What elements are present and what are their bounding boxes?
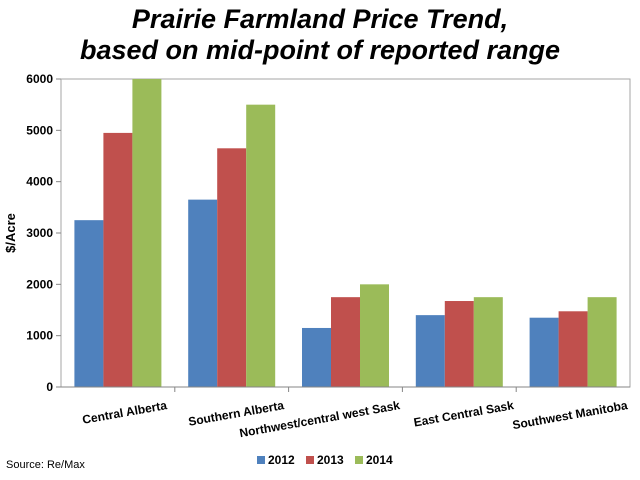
chart-title-line2: based on mid-point of reported range: [79, 35, 560, 65]
y-tick-label: 4000: [26, 175, 53, 189]
x-tick-label: East Central Sask: [413, 398, 516, 429]
bar-2013-5: [558, 311, 588, 387]
chart-title-line1: Prairie Farmland Price Trend,: [131, 4, 509, 34]
legend-swatch-2014: [355, 456, 363, 464]
bar-2014-4: [473, 297, 503, 387]
y-tick-label: 6000: [26, 72, 53, 86]
bar-2014-2: [246, 104, 276, 388]
bar-2013-2: [217, 148, 247, 387]
legend-swatch-2013: [306, 456, 314, 464]
x-tick-label: Central Alberta: [81, 398, 168, 427]
y-tick-label: 2000: [26, 277, 53, 291]
bar-2012-2: [188, 199, 218, 387]
bar-2014-5: [587, 297, 617, 387]
legend-label-2012: 2012: [268, 453, 295, 467]
bar-2012-1: [74, 220, 104, 387]
legend-label-2014: 2014: [366, 453, 393, 467]
bar-2012-5: [529, 317, 559, 387]
y-tick-label: 5000: [26, 123, 53, 137]
y-tick-label: 1000: [26, 329, 53, 343]
bar-2014-3: [360, 284, 389, 387]
y-tick-label: 0: [46, 380, 53, 394]
bar-2013-1: [103, 132, 133, 387]
y-axis-label: $/Acre: [3, 213, 18, 253]
bar-2012-3: [302, 327, 331, 387]
bar-2012-4: [415, 315, 445, 387]
legend-label-2013: 2013: [317, 453, 344, 467]
legend-swatch-2012: [257, 456, 265, 464]
bar-2013-3: [331, 297, 360, 387]
source-note: Source: Re/Max: [6, 459, 85, 471]
chart-title: Prairie Farmland Price Trend, based on m…: [0, 4, 640, 66]
x-tick-label: Southwest Manitoba: [511, 398, 629, 432]
bar-2014-1: [132, 79, 162, 387]
bar-2013-4: [444, 301, 474, 387]
y-tick-label: 3000: [26, 226, 53, 240]
